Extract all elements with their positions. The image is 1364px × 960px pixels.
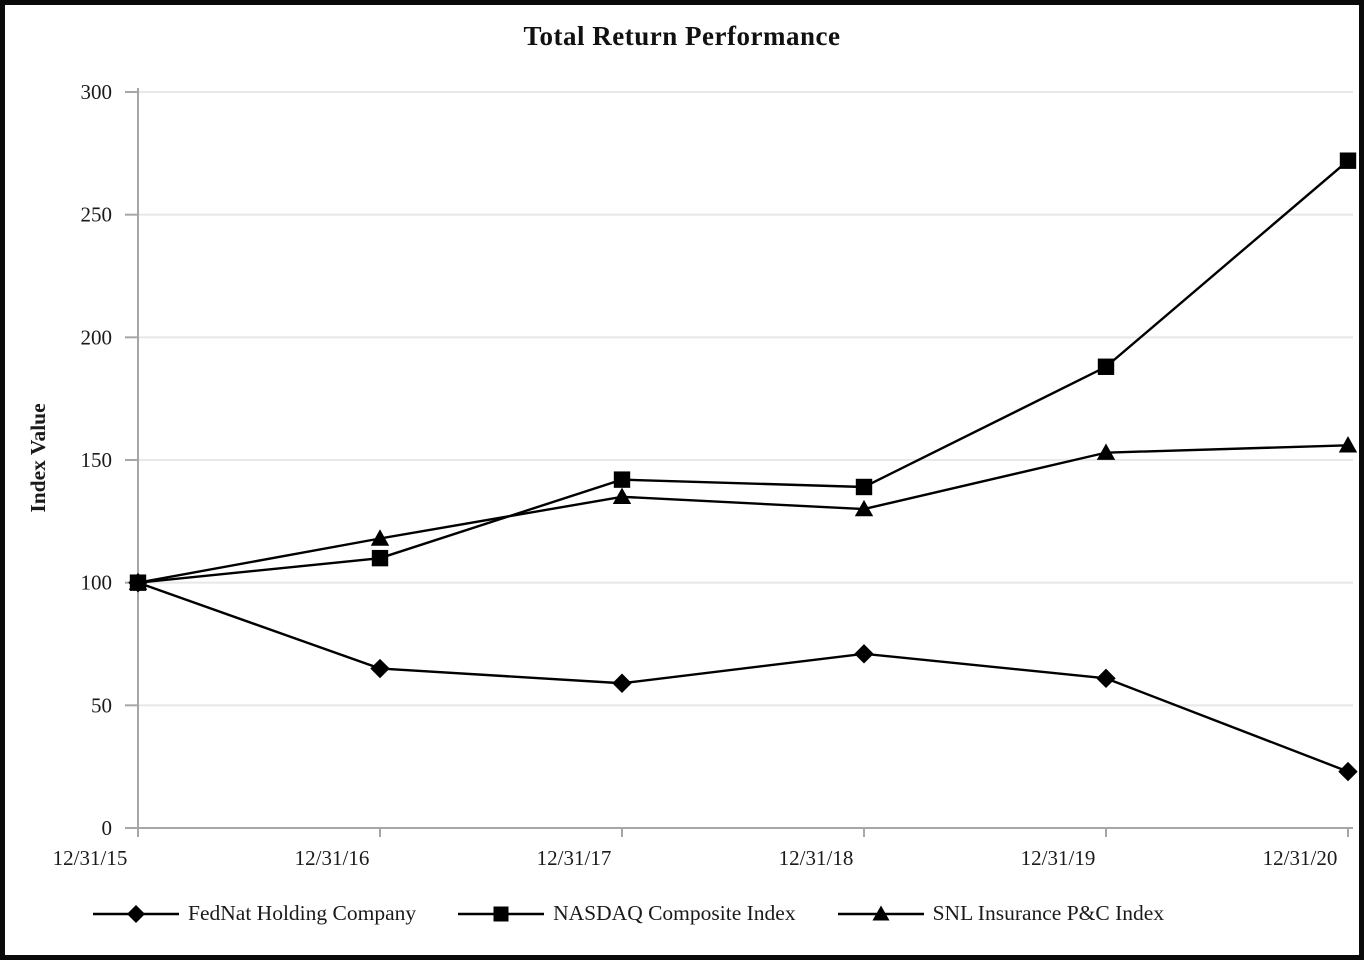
- y-tick-label: 200: [81, 325, 113, 349]
- data-point-snl-insurance-p-c-index-12/31/18: [854, 499, 874, 517]
- data-point-fednat-holding-company-12/31/20: [1338, 761, 1358, 782]
- data-point-snl-insurance-p-c-index-12/31/19: [1096, 443, 1116, 460]
- x-tick-label: 12/31/17: [537, 846, 612, 870]
- series-line-nasdaq-composite-index: [137, 159, 1349, 584]
- series-line-snl-insurance-p-c-index: [137, 444, 1349, 584]
- data-point-snl-insurance-p-c-index-12/31/16: [370, 529, 390, 546]
- y-tick-label: 300: [81, 80, 113, 104]
- legend-square-glyph: [493, 906, 509, 921]
- data-point-fednat-holding-company-12/31/17: [612, 673, 632, 693]
- data-point-nasdaq-composite-index-12/31/16: [371, 549, 389, 567]
- total-return-chart: 0 50 100 150 200 250 300 12/31/15 12/31/16 12/31/…: [26, 80, 1358, 870]
- x-tick-label: 12/31/16: [295, 846, 370, 870]
- square-marker-icon: [458, 906, 545, 921]
- legend-diamond-glyph: [127, 904, 145, 923]
- data-point-fednat-holding-company-12/31/16: [370, 658, 390, 679]
- legend-label-snl-insurance-p-c-index: SNL Insurance P&C Index: [932, 901, 1165, 925]
- legend-item-snl-insurance-p-c-index: SNL Insurance P&C Index: [837, 901, 1165, 926]
- y-axis-title: Index Value: [26, 403, 50, 512]
- legend-item-fednat-holding-company: FedNat Holding Company: [93, 901, 416, 926]
- series-line-fednat-holding-company: [137, 581, 1349, 773]
- y-tick-label: 100: [81, 571, 113, 595]
- y-tick-label: 250: [81, 203, 113, 227]
- legend-item-nasdaq-composite-index: NASDAQ Composite Index: [458, 901, 796, 926]
- y-tick-label: 150: [81, 448, 113, 472]
- data-point-nasdaq-composite-index-12/31/15: [129, 574, 147, 591]
- x-tick-label: 12/31/15: [53, 846, 128, 870]
- triangle-marker-icon: [837, 905, 924, 920]
- data-point-nasdaq-composite-index-12/31/17: [613, 471, 631, 488]
- x-tick-label: 12/31/20: [1263, 846, 1338, 870]
- data-point-snl-insurance-p-c-index-12/31/17: [612, 487, 632, 504]
- legend-triangle-glyph: [872, 905, 890, 920]
- x-tick-label: 12/31/18: [779, 846, 854, 870]
- y-tick-label: 50: [91, 693, 112, 717]
- diamond-marker-icon: [93, 904, 179, 923]
- data-point-nasdaq-composite-index-12/31/18: [855, 478, 873, 496]
- data-point-nasdaq-composite-index-12/31/19: [1097, 358, 1115, 375]
- legend-label-fednat-holding-company: FedNat Holding Company: [188, 901, 417, 925]
- y-tick-label: 0: [102, 816, 113, 840]
- chart-title: Total Return Performance: [523, 21, 841, 51]
- data-point-fednat-holding-company-12/31/19: [1096, 668, 1116, 689]
- data-point-fednat-holding-company-12/31/18: [854, 644, 874, 664]
- x-tick-label: 12/31/19: [1021, 846, 1096, 870]
- data-point-nasdaq-composite-index-12/31/20: [1339, 152, 1357, 169]
- data-point-snl-insurance-p-c-index-12/31/20: [1338, 436, 1358, 453]
- chart-legend: FedNat Holding Company NASDAQ Composite I…: [5, 901, 1359, 926]
- legend-label-nasdaq-composite-index: NASDAQ Composite Index: [553, 901, 796, 925]
